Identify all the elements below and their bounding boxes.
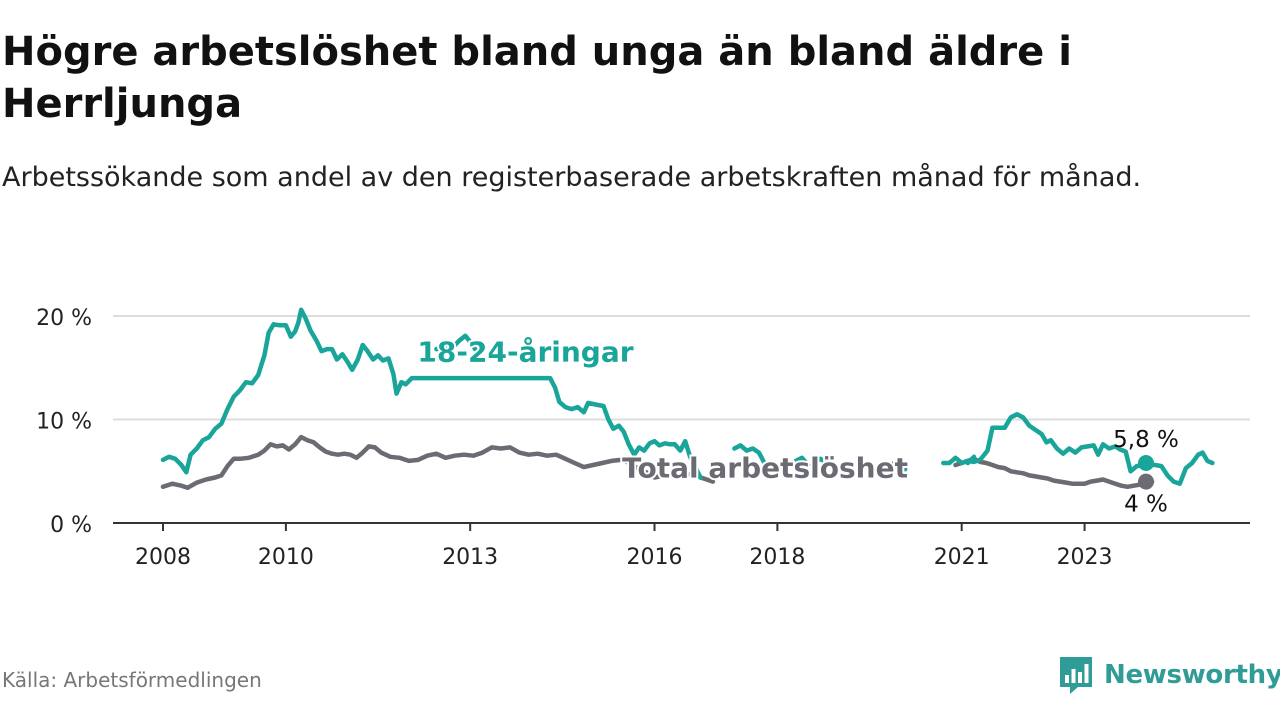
x-tick-label: 2016 bbox=[627, 545, 683, 570]
x-tick-label: 2021 bbox=[934, 545, 990, 570]
end-point-youth bbox=[1138, 454, 1154, 471]
axes: 0 % 10 % 20 % 2008 2010 2013 2016 2018 2021 2023 bbox=[36, 306, 1250, 570]
x-tick-label: 2018 bbox=[749, 545, 805, 570]
brand[interactable]: Newsworthy bbox=[1058, 654, 1280, 696]
series-line-youth bbox=[811, 456, 835, 469]
y-tick-label: 20 % bbox=[36, 306, 92, 331]
end-point-total bbox=[1138, 473, 1154, 490]
series-line-youth bbox=[891, 459, 908, 472]
chart-labels: 18-24-åringar Total arbetslöshet 5,8 % 4 % bbox=[415, 334, 1179, 518]
series-line-youth bbox=[434, 333, 478, 352]
series-label-youth: 18-24-åringar bbox=[417, 336, 633, 369]
series-lines bbox=[160, 307, 1215, 491]
x-tick-label: 2013 bbox=[442, 545, 498, 570]
series-line-total bbox=[953, 456, 1155, 490]
end-label-youth: 5,8 % bbox=[1113, 427, 1179, 453]
newsworthy-logo-icon bbox=[1060, 657, 1092, 694]
series-line-total bbox=[160, 434, 716, 491]
end-label-total: 4 % bbox=[1124, 492, 1168, 518]
y-tick-label: 10 % bbox=[36, 410, 92, 435]
x-tick-label: 2008 bbox=[135, 545, 191, 570]
source-note: Källa: Arbetsförmedlingen bbox=[2, 668, 262, 692]
series-line-youth bbox=[160, 307, 703, 480]
series-label-total: Total arbetslöshet bbox=[622, 451, 908, 484]
chart-subtitle: Arbetssökande som andel av den registerb… bbox=[2, 162, 1142, 193]
x-tick-label: 2023 bbox=[1057, 545, 1113, 570]
y-tick-label: 0 % bbox=[50, 513, 92, 538]
series-line-youth bbox=[793, 455, 811, 468]
series-line-youth bbox=[941, 412, 1215, 486]
series-line-youth bbox=[732, 443, 767, 465]
gridlines bbox=[113, 315, 1250, 421]
x-tick-label: 2010 bbox=[258, 545, 314, 570]
brand-name: Newsworthy bbox=[1104, 660, 1280, 690]
chart-title: Högre arbetslöshet bland unga än bland ä… bbox=[2, 29, 1072, 127]
